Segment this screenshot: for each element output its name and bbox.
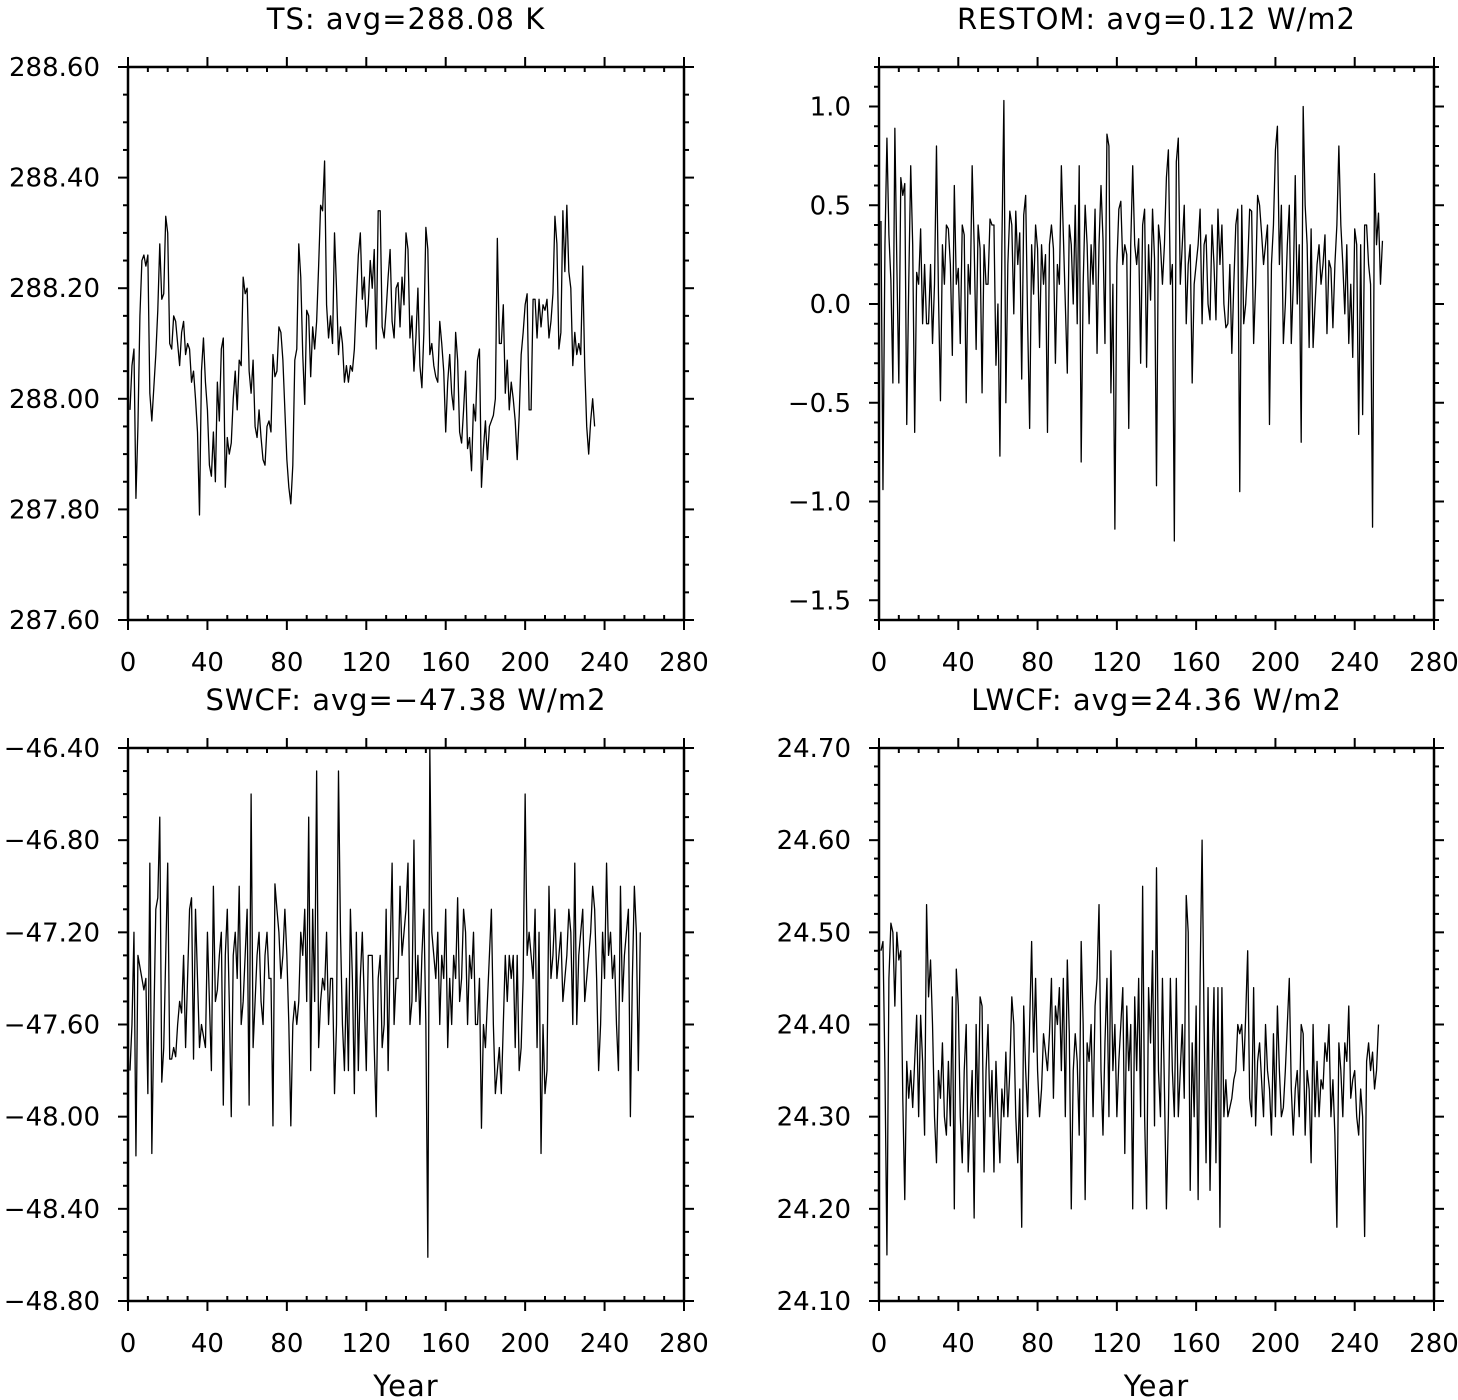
restom-y-tick-label: −0.5 (788, 389, 851, 419)
lwcf-y-tick-label: 24.60 (777, 826, 851, 856)
swcf-x-tick-label: 80 (270, 1329, 303, 1359)
restom-panel-series-group (880, 99, 1384, 542)
restom-x-tick-label: 80 (1021, 648, 1054, 678)
restom-panel: RESTOM: avg=0.12 W/m2 0 40 80 120 160 200 240 2… (788, 2, 1458, 678)
swcf-series-line (129, 747, 641, 1258)
ts-x-tick-label: 240 (580, 648, 630, 678)
lwcf-x-tick-label: 120 (1092, 1329, 1142, 1359)
restom-x-tick-label: 160 (1171, 648, 1221, 678)
restom-series-line (880, 99, 1384, 542)
ts-x-tick-label: 80 (270, 648, 303, 678)
lwcf-panel-series-group (880, 839, 1380, 1256)
lwcf-panel: LWCF: avg=24.36 W/m2 Year 0 40 80 120 160 200… (777, 683, 1458, 1400)
lwcf-y-tick-label: 24.70 (777, 734, 851, 764)
swcf-x-tick-label: 200 (500, 1329, 550, 1359)
lwcf-x-tick-label: 0 (871, 1329, 888, 1359)
ts-y-tick-label: 287.80 (9, 495, 100, 525)
ts-panel-tick-labels: 0 40 80 120 160 200 240 280 287.60 287.80 288.00 28… (9, 53, 709, 678)
swcf-panel-x-axis-label: Year (372, 1369, 438, 1400)
lwcf-y-tick-label: 24.40 (777, 1011, 851, 1041)
restom-x-tick-label: 0 (871, 648, 888, 678)
swcf-panel-ticks (118, 738, 694, 1311)
lwcf-y-tick-label: 24.10 (777, 1287, 851, 1317)
lwcf-x-tick-label: 40 (942, 1329, 975, 1359)
ts-y-tick-label: 288.00 (9, 385, 100, 415)
lwcf-panel-x-axis-label: Year (1123, 1369, 1189, 1400)
lwcf-x-tick-label: 280 (1409, 1329, 1458, 1359)
restom-y-tick-label: 0.5 (810, 191, 851, 221)
swcf-y-tick-label: −46.40 (4, 734, 100, 764)
restom-y-tick-label: −1.0 (788, 488, 851, 518)
swcf-y-tick-label: −47.20 (4, 918, 100, 948)
restom-y-tick-label: −1.5 (788, 586, 851, 616)
swcf-panel: SWCF: avg=−47.38 W/m2 Year 0 40 80 120 160 20… (4, 683, 709, 1400)
restom-panel-plot-frame (877, 65, 1436, 622)
swcf-panel-tick-labels: 0 40 80 120 160 200 240 280 −48.80 −48.40 −48.00 −4… (4, 734, 709, 1359)
ts-x-tick-label: 160 (421, 648, 471, 678)
ts-series-line (129, 160, 596, 516)
swcf-y-tick-label: −47.60 (4, 1011, 100, 1041)
ts-y-tick-label: 288.60 (9, 53, 100, 83)
restom-panel-tick-labels: 0 40 80 120 160 200 240 280 −1.5 −1.0 −0.5 0.0 0.5 1.… (788, 93, 1458, 679)
lwcf-x-tick-label: 240 (1330, 1329, 1380, 1359)
ts-y-tick-label: 287.60 (9, 606, 100, 636)
ts-x-tick-label: 120 (341, 648, 391, 678)
ts-y-tick-label: 288.40 (9, 164, 100, 194)
lwcf-panel-plot-frame (877, 746, 1436, 1303)
swcf-y-tick-label: −46.80 (4, 826, 100, 856)
lwcf-series-line (880, 839, 1380, 1256)
swcf-x-tick-label: 280 (659, 1329, 709, 1359)
restom-y-tick-label: 1.0 (810, 93, 851, 123)
lwcf-x-tick-label: 160 (1171, 1329, 1221, 1359)
swcf-x-tick-label: 0 (120, 1329, 137, 1359)
restom-x-tick-label: 40 (942, 648, 975, 678)
lwcf-y-tick-label: 24.50 (777, 918, 851, 948)
swcf-x-tick-label: 40 (191, 1329, 224, 1359)
restom-panel-title: RESTOM: avg=0.12 W/m2 (957, 2, 1356, 36)
ts-panel: TS: avg=288.08 K 0 40 80 120 160 200 240 280 287… (9, 2, 709, 678)
restom-x-tick-label: 120 (1092, 648, 1142, 678)
swcf-y-tick-label: −48.00 (4, 1103, 100, 1133)
ts-panel-title: TS: avg=288.08 K (266, 2, 545, 36)
ts-x-tick-label: 40 (191, 648, 224, 678)
ts-x-tick-label: 280 (659, 648, 709, 678)
lwcf-y-tick-label: 24.20 (777, 1195, 851, 1225)
swcf-panel-series-group (129, 747, 641, 1258)
ts-x-tick-label: 200 (500, 648, 550, 678)
restom-y-tick-label: 0.0 (810, 290, 851, 320)
swcf-panel-plot-frame (126, 746, 686, 1303)
lwcf-panel-title: LWCF: avg=24.36 W/m2 (971, 683, 1342, 717)
lwcf-y-tick-label: 24.30 (777, 1103, 851, 1133)
restom-panel-ticks (869, 57, 1444, 630)
swcf-panel-title: SWCF: avg=−47.38 W/m2 (205, 683, 606, 717)
ts-y-tick-label: 288.20 (9, 274, 100, 304)
swcf-x-tick-label: 120 (341, 1329, 391, 1359)
ts-panel-series-group (129, 160, 596, 516)
ts-x-tick-label: 0 (120, 648, 137, 678)
swcf-x-tick-label: 160 (421, 1329, 471, 1359)
restom-x-tick-label: 280 (1409, 648, 1458, 678)
lwcf-x-tick-label: 200 (1251, 1329, 1301, 1359)
swcf-y-tick-label: −48.40 (4, 1195, 100, 1225)
swcf-x-tick-label: 240 (580, 1329, 630, 1359)
restom-x-tick-label: 240 (1330, 648, 1380, 678)
ts-panel-plot-frame (126, 65, 686, 622)
swcf-y-tick-label: −48.80 (4, 1287, 100, 1317)
lwcf-x-tick-label: 80 (1021, 1329, 1054, 1359)
lwcf-panel-tick-labels: 0 40 80 120 160 200 240 280 24.10 24.20 24.30 24.40… (777, 734, 1458, 1359)
restom-x-tick-label: 200 (1251, 648, 1301, 678)
